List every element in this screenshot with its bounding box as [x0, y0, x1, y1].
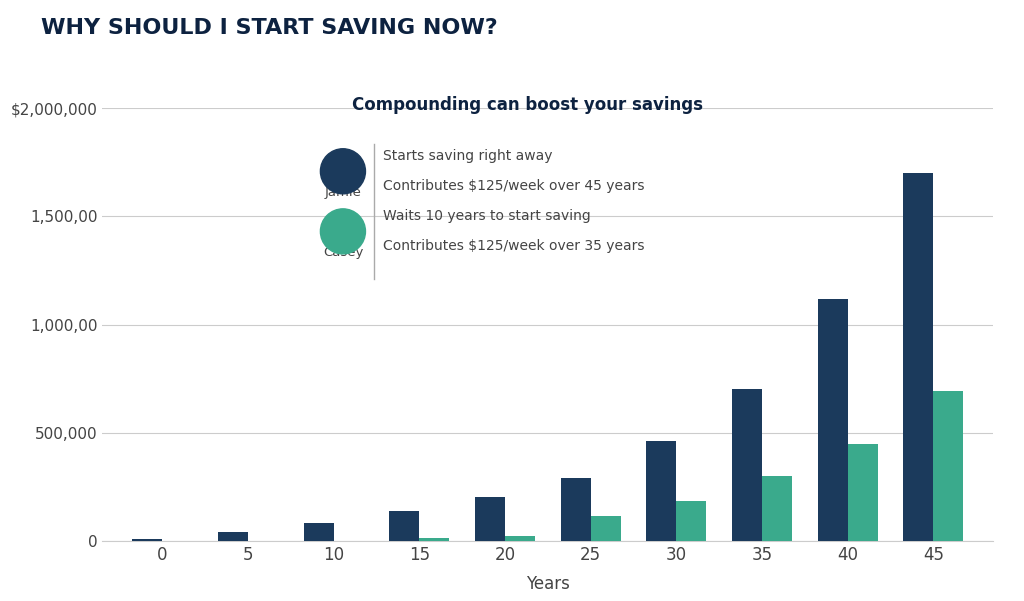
Text: Waits 10 years to start saving: Waits 10 years to start saving [383, 209, 591, 224]
Text: Casey: Casey [323, 246, 364, 260]
Text: Compounding can boost your savings: Compounding can boost your savings [352, 96, 702, 114]
Bar [561, 478, 591, 541]
Bar [420, 538, 450, 541]
Bar [475, 496, 505, 541]
Bar [389, 511, 420, 541]
Bar [762, 476, 792, 541]
Bar [676, 501, 707, 541]
Bar [903, 173, 933, 541]
Text: Contributes $125/week over 45 years: Contributes $125/week over 45 years [383, 179, 644, 194]
Bar [646, 441, 676, 541]
Bar [218, 532, 248, 541]
Bar [933, 391, 964, 541]
Bar [304, 523, 334, 541]
Text: Jamie: Jamie [325, 186, 361, 200]
Bar [848, 444, 878, 541]
Bar [818, 299, 848, 541]
Text: WHY SHOULD I START SAVING NOW?: WHY SHOULD I START SAVING NOW? [41, 18, 498, 38]
Bar [505, 536, 535, 541]
Text: Starts saving right away: Starts saving right away [383, 149, 553, 163]
Text: Contributes $125/week over 35 years: Contributes $125/week over 35 years [383, 239, 644, 254]
Bar [132, 540, 163, 541]
X-axis label: Years: Years [526, 575, 569, 593]
Bar [591, 516, 621, 541]
Bar [732, 389, 762, 541]
